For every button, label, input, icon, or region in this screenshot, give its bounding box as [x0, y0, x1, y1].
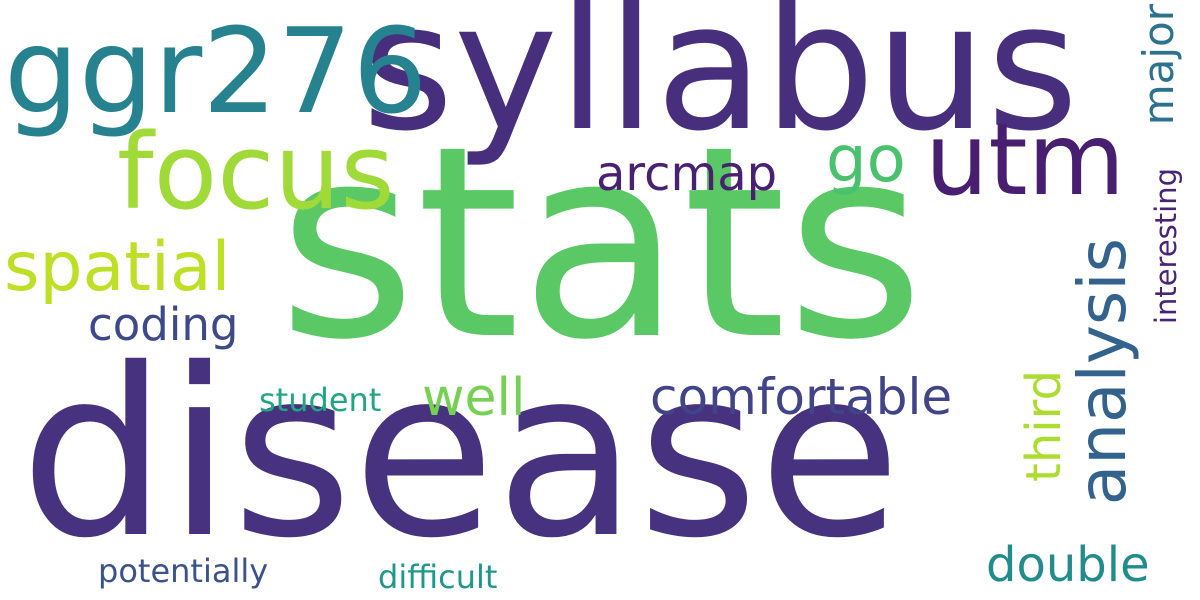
word-spatial: spatial: [4, 228, 231, 307]
word-focus: focus: [117, 111, 395, 233]
word-comfortable: comfortable: [650, 368, 953, 426]
word-go: go: [826, 123, 906, 197]
word-potentially: potentially: [98, 552, 269, 590]
word-well: well: [422, 368, 526, 428]
word-stats: stats: [278, 90, 925, 398]
word-interesting: interesting: [1149, 168, 1183, 325]
word-double: double: [986, 537, 1150, 593]
word-analysis: analysis: [1064, 238, 1141, 506]
word-third: third: [1016, 370, 1072, 482]
word-student: student: [259, 381, 382, 419]
word-utm: utm: [925, 101, 1125, 218]
word-ggr276: ggr276: [4, 2, 428, 140]
word-major: major: [1134, 4, 1183, 126]
word-arcmap: arcmap: [596, 146, 778, 202]
word-syllabus: syllabus: [362, 0, 1079, 170]
word-coding: coding: [88, 298, 239, 351]
word-difficult: difficult: [378, 558, 498, 596]
word-disease: disease: [20, 319, 902, 589]
